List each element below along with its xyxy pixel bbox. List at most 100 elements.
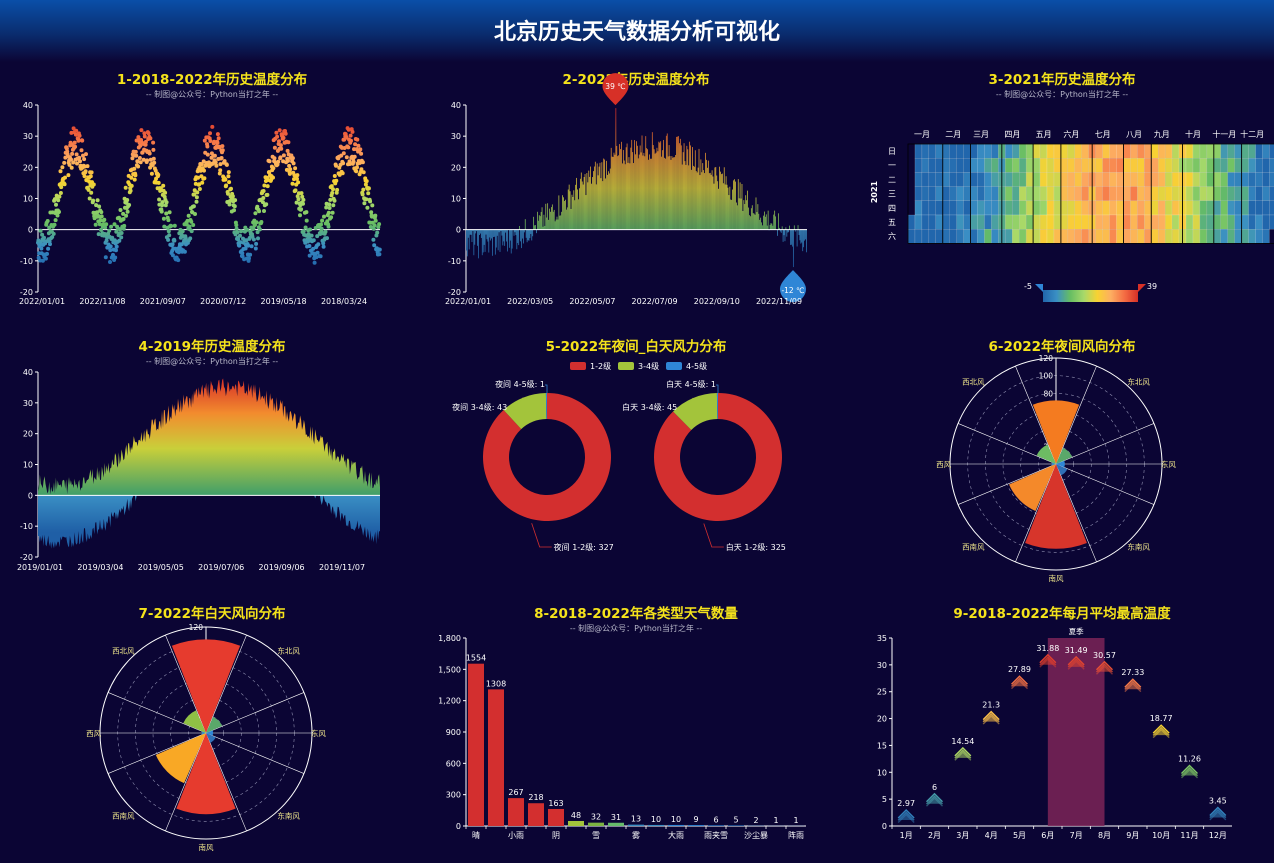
scatter-point: [83, 169, 88, 174]
scatter-point: [341, 151, 346, 156]
scatter-point: [78, 159, 82, 164]
bar: [488, 689, 504, 826]
visual-map-bar: [1043, 290, 1138, 302]
bar: [626, 143, 628, 230]
scatter-point: [280, 132, 285, 137]
bar: [645, 136, 647, 230]
heatmap-cell: [1158, 157, 1166, 173]
heatmap-cell: [1067, 157, 1076, 173]
bar: [498, 229, 500, 233]
bar-value-label: 267: [508, 788, 523, 797]
bar: [480, 229, 481, 234]
weekday-label: 六: [888, 231, 896, 241]
scatter-point: [312, 260, 317, 265]
bar: [700, 159, 702, 230]
heatmap-cell: [1151, 172, 1159, 187]
heatmap-cell: [1171, 186, 1180, 201]
heatmap-cell: [1109, 228, 1117, 244]
y-tick-label: 1,200: [438, 697, 461, 706]
scatter-point: [246, 243, 251, 248]
bar: [534, 225, 535, 230]
scatter-point: [251, 237, 256, 242]
weekday-label: 五: [888, 218, 896, 227]
bar: [701, 172, 703, 230]
bar: [540, 211, 542, 230]
heatmap-cell: [1032, 172, 1041, 187]
bar: [466, 229, 468, 257]
x-tick-label: 2月: [928, 831, 941, 840]
heatmap-cell: [1199, 143, 1208, 159]
scatter-point: [368, 199, 373, 204]
bar: [582, 184, 584, 230]
heatmap-cell: [914, 143, 923, 159]
bar: [579, 188, 580, 230]
page-title: 北京历史天气数据分析可视化: [493, 20, 780, 45]
bar: [613, 152, 615, 230]
bar: [608, 822, 624, 826]
bar: [603, 158, 605, 230]
heatmap-cell: [1095, 228, 1103, 244]
heatmap-cell: [1269, 214, 1274, 230]
bar: [716, 175, 718, 230]
scatter-point: [89, 170, 94, 175]
scatter-point: [58, 191, 63, 195]
scatter-point: [182, 249, 187, 254]
bar: [769, 224, 771, 230]
bar: [706, 159, 707, 230]
scatter-point: [254, 241, 259, 246]
bar: [627, 162, 629, 230]
scatter-point: [60, 165, 65, 170]
bar: [648, 824, 664, 826]
heatmap-cell: [1005, 172, 1013, 187]
x-tick-label: 2022/07/09: [632, 297, 678, 306]
scatter-point: [306, 232, 311, 237]
heatmap-cell: [942, 200, 950, 216]
scatter-point: [62, 182, 67, 187]
bar: [678, 136, 679, 230]
heatmap-cell: [942, 186, 950, 201]
y-tick-label: 40: [23, 368, 33, 377]
heatmap-cell: [1025, 214, 1034, 230]
scatter-point: [238, 233, 242, 238]
bar: [750, 208, 752, 230]
scatter-point: [104, 222, 109, 227]
bar: [734, 179, 735, 230]
heatmap-cell: [935, 214, 943, 230]
scatter-point: [117, 215, 121, 220]
bar-value-label: 48: [571, 811, 581, 820]
polar-spoke: [205, 732, 247, 832]
heatmap-cell: [1067, 228, 1076, 244]
bar: [572, 196, 574, 230]
bar: [733, 180, 734, 230]
bar: [785, 227, 787, 230]
heatmap-cell: [1185, 186, 1194, 201]
scatter-point: [330, 191, 335, 195]
heatmap-cell: [1032, 214, 1041, 230]
heatmap-cell: [1213, 186, 1221, 201]
heatmap-cell: [1025, 200, 1034, 216]
bar: [790, 229, 791, 245]
scatter-point: [169, 224, 174, 228]
scatter-point: [69, 165, 74, 170]
direction-label: 西南风: [112, 811, 135, 821]
scatter-point: [132, 166, 137, 171]
bar: [672, 157, 674, 230]
heatmap-cell: [1123, 200, 1131, 216]
bar: [473, 229, 475, 256]
bar: [783, 229, 785, 236]
scatter-point: [194, 199, 199, 204]
bar: [495, 229, 497, 248]
scatter-point: [143, 139, 148, 144]
bar: [475, 229, 477, 234]
x-tick-label: 2019/05/18: [261, 297, 307, 306]
x-tick-label: 2018/03/24: [321, 297, 367, 306]
scatter-point: [66, 173, 71, 178]
bar: [622, 163, 623, 230]
scatter-point: [309, 233, 314, 238]
heatmap-cell: [1102, 214, 1110, 230]
chart-7-polar: 7-2022年白天风向分布 20406080100120东北风东风东南风南风西南…: [0, 596, 424, 861]
area-positive: [38, 378, 380, 496]
heatmap-cell: [1262, 143, 1270, 159]
scatter-point: [192, 192, 197, 197]
scatter-point: [304, 218, 309, 223]
